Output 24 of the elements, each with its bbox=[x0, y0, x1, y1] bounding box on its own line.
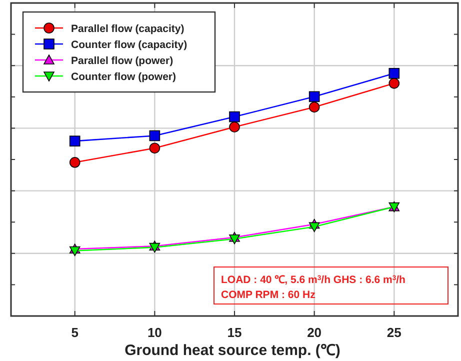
point bbox=[69, 246, 80, 256]
x-tick-label: 10 bbox=[147, 325, 162, 340]
point bbox=[388, 78, 400, 89]
point bbox=[229, 122, 240, 132]
point bbox=[149, 142, 160, 154]
point bbox=[69, 157, 80, 168]
annotation: COMP RPM : 60 Hz bbox=[221, 289, 316, 301]
legend-label: Parallel flow (power) bbox=[71, 55, 174, 67]
x-axis-title: Ground heat source temp. (℃) bbox=[124, 342, 340, 359]
point bbox=[69, 136, 80, 146]
point bbox=[229, 111, 240, 122]
legend-label: Counter flow (power) bbox=[71, 71, 176, 83]
x-tick-label: 5 bbox=[71, 325, 78, 340]
legend-label: Parallel flow (capacity) bbox=[71, 23, 184, 35]
legend-label: Counter flow (capacity) bbox=[71, 39, 188, 51]
point bbox=[308, 102, 320, 112]
x-tick-label: 25 bbox=[386, 325, 402, 340]
x-tick-label: 15 bbox=[227, 325, 242, 340]
point bbox=[149, 130, 160, 142]
point bbox=[308, 91, 320, 102]
x-tick-label: 20 bbox=[307, 325, 322, 340]
point bbox=[388, 68, 400, 79]
annotation: LOAD : 40 ℃, 5.6 m$^{3}$/h GHS : 6.6 m$^{3}$/h bbox=[221, 274, 406, 286]
point bbox=[308, 222, 320, 232]
